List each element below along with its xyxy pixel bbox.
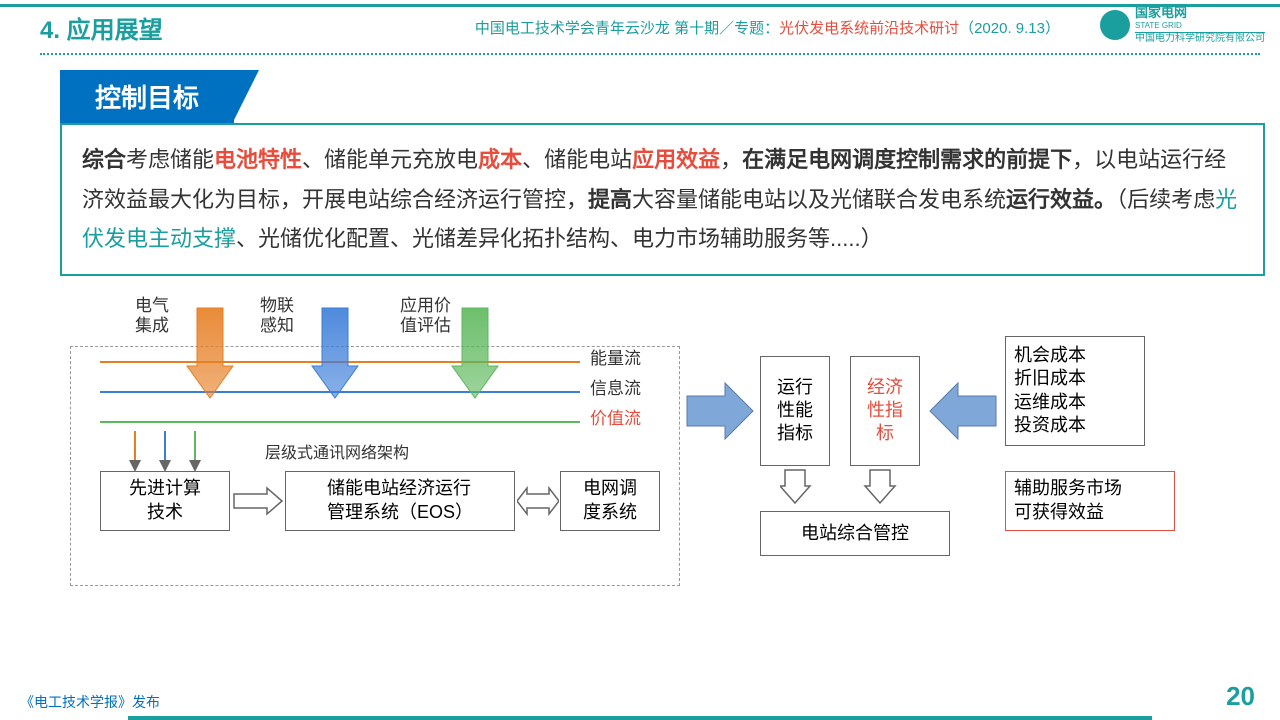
- box-eos: 储能电站经济运行 管理系统（EOS）: [285, 471, 515, 531]
- diagram: 能量流信息流价值流 电气 集成 物联 感知 应用价 值评估 层级式通讯网络架构 先进…: [70, 296, 1250, 606]
- hier-label: 层级式通讯网络架构: [265, 444, 409, 463]
- arrow-label: 应用价 值评估: [400, 296, 451, 337]
- box-costs: 机会成本 折旧成本 运维成本 投资成本: [1005, 336, 1145, 446]
- fat-arrow-icon: [310, 306, 360, 401]
- small-arrows: [125, 431, 245, 476]
- arrow-label: 电气 集成: [135, 296, 169, 337]
- content-box: 综合考虑储能电池特性、储能单元充放电成本、储能电站应用效益，在满足电网调度控制需…: [60, 123, 1265, 276]
- flow-label: 信息流: [590, 379, 641, 399]
- bottom-bar: [128, 716, 1152, 720]
- box-market: 辅助服务市场 可获得效益: [1005, 471, 1175, 531]
- footer: 《电工技术学报》发布: [20, 692, 160, 712]
- big-arrow-right: [685, 381, 755, 441]
- arrow-label: 物联 感知: [260, 296, 294, 337]
- down-arrows: [780, 468, 900, 508]
- fat-arrow-icon: [185, 306, 235, 401]
- page-number: 20: [1226, 681, 1255, 712]
- fat-arrow-icon: [450, 306, 500, 401]
- logo: 国家电网 STATE GRID 中国电力科学研究院有限公司: [1100, 5, 1265, 45]
- logo-icon: [1100, 10, 1130, 40]
- section-title: 4. 应用展望: [40, 10, 163, 45]
- box-perf: 运行 性能 指标: [760, 356, 830, 466]
- divider: [40, 53, 1260, 55]
- big-arrow-left: [928, 381, 998, 441]
- arrow-1to2: [232, 486, 284, 516]
- section-tab: 控制目标: [60, 70, 234, 123]
- flow-label: 能量流: [590, 349, 641, 369]
- box-control: 电站综合管控: [760, 511, 950, 556]
- box-tech: 先进计算 技术: [100, 471, 230, 531]
- box-econ: 经济 性指 标: [850, 356, 920, 466]
- top-line: [0, 4, 1280, 7]
- flow-line: [100, 421, 580, 423]
- arrow-2to3: [517, 486, 559, 516]
- box-grid: 电网调 度系统: [560, 471, 660, 531]
- header-subtitle: 中国电工技术学会青年云沙龙 第十期／专题：光伏发电系统前沿技术研讨（2020. …: [475, 17, 1060, 38]
- flow-label: 价值流: [590, 409, 641, 429]
